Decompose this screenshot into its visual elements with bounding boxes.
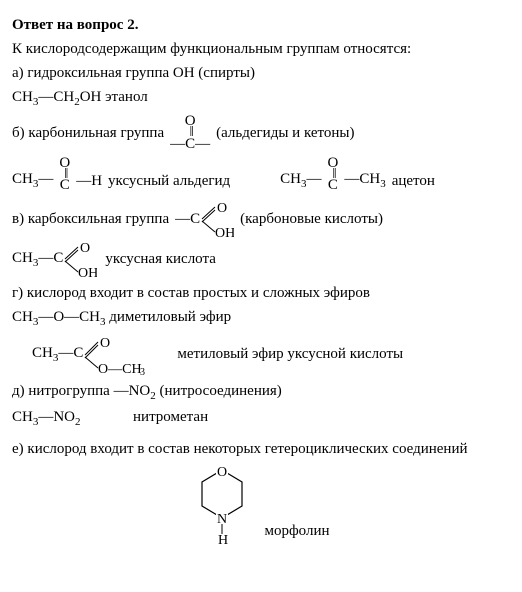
section-g-example1: CH3—O—CH3 диметиловый эфир — [12, 307, 510, 330]
section-g-label: г) кислород входит в состав простых и сл… — [12, 283, 510, 304]
svg-text:O: O — [100, 336, 110, 351]
svg-text:H: H — [218, 533, 228, 544]
section-g-example2-row: CH3—C O O—CH 3 метиловый эфир уксусной к… — [12, 335, 510, 375]
section-a-label: а) гидроксильная группа ОН (спирты) — [12, 63, 510, 84]
section-b-label-row: б) карбонильная группа O ‖ —C— (альдегид… — [12, 114, 510, 152]
section-v-suffix: (карбоновые кислоты) — [240, 209, 383, 230]
title: Ответ на вопрос 2. — [12, 15, 510, 36]
svg-text:OH: OH — [215, 226, 234, 237]
aldehyde-structure: CH3— O ‖ C —H — [12, 156, 102, 194]
section-v-example-row: CH3—C O OH уксусная кислота — [12, 241, 510, 277]
section-b-suffix: (альдегиды и кетоны) — [216, 123, 354, 144]
section-b-examples-row: CH3— O ‖ C —H уксусный альдегид CH3— O ‖… — [12, 156, 510, 194]
section-e-label: е) кислород входит в состав некоторых ге… — [12, 439, 510, 460]
acetic-acid-name: уксусная кислота — [105, 249, 216, 270]
svg-text:OH: OH — [78, 266, 97, 277]
svg-text:O: O — [217, 201, 227, 216]
section-b-prefix: б) карбонильная группа — [12, 123, 164, 144]
section-a-formula: CH3—CH2OH этанол — [12, 87, 510, 110]
ketone-name: ацетон — [392, 171, 435, 193]
carbonyl-structure: O ‖ —C— — [170, 114, 210, 152]
acetic-acid-structure: CH3—C O OH — [12, 241, 97, 277]
section-v-prefix: в) карбоксильная группа — [12, 209, 169, 230]
morpholine-row: O N H морфолин — [12, 464, 510, 551]
section-d-example: CH3—NO2 нитрометан — [12, 407, 510, 430]
section-v-label-row: в) карбоксильная группа —C O OH (карбоно… — [12, 201, 510, 237]
morpholine-structure: O N H — [192, 464, 252, 544]
methyl-acetate-name: метиловый эфир уксусной кислоты — [177, 344, 403, 365]
aldehyde-name: уксусный альдегид — [108, 171, 230, 193]
morpholine-name: морфолин — [264, 521, 329, 544]
carboxyl-structure: —C O OH — [175, 201, 234, 237]
intro-text: К кислородсодержащим функциональным груп… — [12, 39, 510, 60]
methyl-acetate-structure: CH3—C O O—CH 3 — [32, 335, 147, 375]
section-d-label: д) нитрогруппа —NO2 (нитросоединения) — [12, 381, 510, 404]
svg-text:O: O — [80, 241, 90, 256]
ketone-structure: CH3— O ‖ C —CH3 — [280, 156, 386, 194]
svg-text:O: O — [217, 465, 227, 480]
svg-text:3: 3 — [140, 367, 145, 375]
svg-text:O—CH: O—CH — [98, 362, 142, 375]
